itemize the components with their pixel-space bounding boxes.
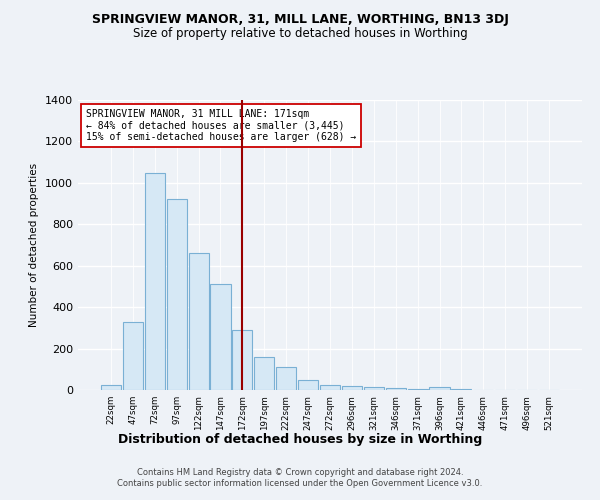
Bar — [298, 380, 318, 390]
Bar — [430, 387, 449, 390]
Bar — [232, 330, 253, 390]
Text: SPRINGVIEW MANOR, 31, MILL LANE, WORTHING, BN13 3DJ: SPRINGVIEW MANOR, 31, MILL LANE, WORTHIN… — [92, 12, 508, 26]
Bar — [276, 367, 296, 390]
Bar — [167, 200, 187, 390]
Bar — [364, 387, 384, 390]
Bar — [145, 172, 165, 390]
Text: Contains HM Land Registry data © Crown copyright and database right 2024.
Contai: Contains HM Land Registry data © Crown c… — [118, 468, 482, 487]
Text: SPRINGVIEW MANOR, 31 MILL LANE: 171sqm
← 84% of detached houses are smaller (3,4: SPRINGVIEW MANOR, 31 MILL LANE: 171sqm ←… — [86, 108, 356, 142]
Bar — [254, 357, 274, 390]
Bar — [342, 386, 362, 390]
Bar — [386, 388, 406, 390]
Bar — [101, 386, 121, 390]
Text: Distribution of detached houses by size in Worthing: Distribution of detached houses by size … — [118, 432, 482, 446]
Bar — [211, 284, 230, 390]
Bar — [407, 389, 428, 390]
Bar — [188, 254, 209, 390]
Y-axis label: Number of detached properties: Number of detached properties — [29, 163, 40, 327]
Bar — [123, 322, 143, 390]
Text: Size of property relative to detached houses in Worthing: Size of property relative to detached ho… — [133, 28, 467, 40]
Bar — [320, 385, 340, 390]
